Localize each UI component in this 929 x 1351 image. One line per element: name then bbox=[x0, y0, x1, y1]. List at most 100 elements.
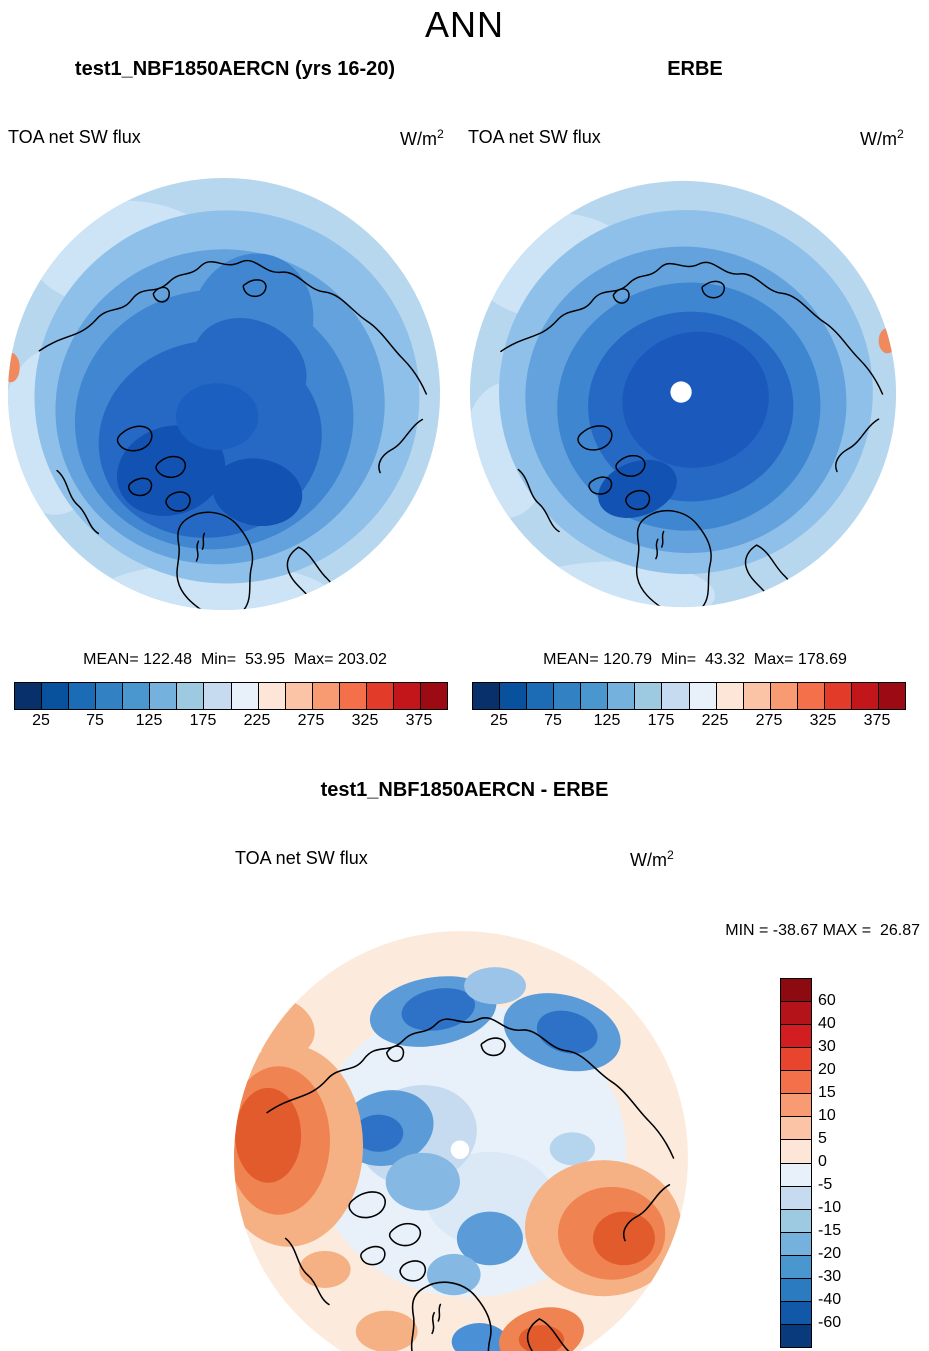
model-stats: MEAN= 122.48 Min= 53.95 Max= 203.02 bbox=[83, 651, 387, 668]
colorbar-level-label: 0 bbox=[818, 1152, 827, 1170]
colorbar-tick-label: 275 bbox=[755, 712, 783, 729]
model-units-label: W/m2 bbox=[400, 127, 444, 150]
obs-units-base: W/m bbox=[860, 129, 897, 149]
colorbar-tick-label: 175 bbox=[647, 712, 675, 729]
obs-stats: MEAN= 120.79 Min= 43.32 Max= 178.69 bbox=[543, 651, 847, 668]
colorbar-segment bbox=[69, 683, 96, 709]
model-colorbar bbox=[14, 682, 448, 710]
colorbar-segment bbox=[177, 683, 204, 709]
colorbar-segment bbox=[123, 683, 150, 709]
colorbar-segment bbox=[716, 683, 743, 709]
colorbar-tick-label: 175 bbox=[189, 712, 217, 729]
obs-units-label: W/m2 bbox=[860, 127, 904, 150]
colorbar-segment bbox=[781, 1048, 811, 1071]
colorbar-segment bbox=[781, 1140, 811, 1163]
colorbar-level-label: -60 bbox=[818, 1313, 842, 1331]
colorbar-tick-label: 125 bbox=[135, 712, 163, 729]
colorbar-level-label: 20 bbox=[818, 1060, 836, 1078]
colorbar-tick-label: 375 bbox=[405, 712, 433, 729]
colorbar-segment bbox=[527, 683, 554, 709]
colorbar-segment bbox=[42, 683, 69, 709]
colorbar-tick-label: 75 bbox=[86, 712, 104, 729]
diff-colorbar-labels: 60 40 30 20 15 10 5 0 -5 -10 -15 -20 -30 -40 -60 bbox=[818, 989, 841, 1334]
colorbar-segment bbox=[824, 683, 851, 709]
colorbar-segment bbox=[204, 683, 231, 709]
colorbar-level-label: -40 bbox=[818, 1290, 842, 1308]
obs-colorbar-ticks: 25 75 125 175 225 275 325 375 bbox=[472, 712, 904, 730]
model-colorbar-ticks: 25 75 125 175 225 275 325 375 bbox=[14, 712, 446, 730]
colorbar-segment bbox=[781, 1232, 811, 1255]
colorbar-segment bbox=[781, 1071, 811, 1094]
obs-polar-map bbox=[469, 180, 897, 608]
diff-polar-map bbox=[234, 931, 688, 1351]
colorbar-segment bbox=[781, 1002, 811, 1025]
colorbar-tick-label: 275 bbox=[297, 712, 325, 729]
model-units-exponent: 2 bbox=[436, 127, 444, 141]
colorbar-segment bbox=[96, 683, 123, 709]
colorbar-segment bbox=[473, 683, 500, 709]
colorbar-level-label: 10 bbox=[818, 1106, 836, 1124]
colorbar-segment bbox=[781, 979, 811, 1002]
colorbar-segment bbox=[781, 1324, 811, 1347]
diff-minmax: MIN = -38.67 MAX = 26.87 bbox=[725, 922, 920, 939]
colorbar-segment bbox=[781, 1163, 811, 1186]
colorbar-level-label: -30 bbox=[818, 1267, 842, 1285]
colorbar-segment bbox=[851, 683, 878, 709]
colorbar-segment bbox=[781, 1094, 811, 1117]
colorbar-tick-label: 125 bbox=[593, 712, 621, 729]
colorbar-tick-label: 225 bbox=[701, 712, 729, 729]
colorbar-segment bbox=[743, 683, 770, 709]
colorbar-segment bbox=[420, 683, 447, 709]
diff-panel-title: test1_NBF1850AERCN - ERBE bbox=[320, 779, 609, 801]
model-polar-map bbox=[7, 177, 441, 611]
colorbar-level-label: 5 bbox=[818, 1129, 827, 1147]
colorbar-segment bbox=[781, 1255, 811, 1278]
colorbar-level-label: -10 bbox=[818, 1198, 842, 1216]
colorbar-segment bbox=[285, 683, 312, 709]
colorbar-segment bbox=[689, 683, 716, 709]
colorbar-tick-label: 325 bbox=[809, 712, 837, 729]
colorbar-segment bbox=[608, 683, 635, 709]
colorbar-segment bbox=[781, 1278, 811, 1301]
colorbar-segment bbox=[781, 1301, 811, 1324]
colorbar-tick-label: 325 bbox=[351, 712, 379, 729]
colorbar-segment bbox=[770, 683, 797, 709]
pole-missing-data-dot bbox=[450, 1140, 470, 1160]
colorbar-segment bbox=[231, 683, 258, 709]
obs-units-exponent: 2 bbox=[896, 127, 904, 141]
page-title: ANN bbox=[424, 4, 504, 45]
colorbar-segment bbox=[312, 683, 339, 709]
obs-variable-label: TOA net SW flux bbox=[468, 127, 601, 147]
colorbar-segment bbox=[150, 683, 177, 709]
colorbar-tick-label: 375 bbox=[863, 712, 891, 729]
colorbar-segment bbox=[339, 683, 366, 709]
diff-variable-label: TOA net SW flux bbox=[235, 848, 368, 868]
colorbar-level-label: -5 bbox=[818, 1175, 833, 1193]
obs-colorbar bbox=[472, 682, 906, 710]
diff-units-exponent: 2 bbox=[666, 848, 674, 862]
colorbar-tick-label: 25 bbox=[490, 712, 508, 729]
colorbar-tick-label: 225 bbox=[243, 712, 271, 729]
colorbar-segment bbox=[258, 683, 285, 709]
colorbar-level-label: 60 bbox=[818, 991, 836, 1009]
colorbar-level-label: -20 bbox=[818, 1244, 842, 1262]
colorbar-segment bbox=[797, 683, 824, 709]
obs-panel-title: ERBE bbox=[667, 58, 723, 80]
colorbar-segment bbox=[393, 683, 420, 709]
diff-units-label: W/m2 bbox=[630, 848, 674, 871]
colorbar-segment bbox=[635, 683, 662, 709]
colorbar-level-label: 40 bbox=[818, 1014, 836, 1032]
model-units-base: W/m bbox=[400, 129, 437, 149]
colorbar-segment bbox=[781, 1117, 811, 1140]
colorbar-segment bbox=[581, 683, 608, 709]
model-panel-title: test1_NBF1850AERCN (yrs 16-20) bbox=[74, 58, 396, 80]
diff-units-base: W/m bbox=[630, 850, 667, 870]
colorbar-segment bbox=[500, 683, 527, 709]
pole-missing-data-dot bbox=[670, 381, 692, 403]
colorbar-segment bbox=[781, 1025, 811, 1048]
colorbar-level-label: 15 bbox=[818, 1083, 836, 1101]
colorbar-level-label: -15 bbox=[818, 1221, 842, 1239]
colorbar-segment bbox=[662, 683, 689, 709]
colorbar-segment bbox=[366, 683, 393, 709]
